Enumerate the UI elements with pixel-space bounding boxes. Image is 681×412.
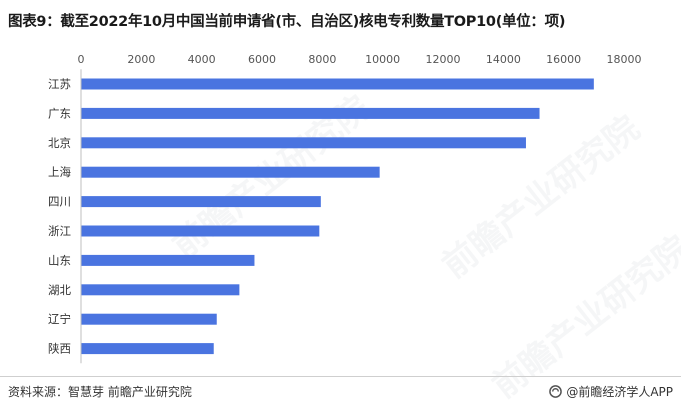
- bar-8: [81, 284, 240, 296]
- x-axis-ticks: 0 2000 4000 6000 8000 10000 12000 14000 16000 180…: [78, 53, 642, 66]
- x-tick-label: 14000: [486, 53, 521, 66]
- x-tick-label: 10000: [365, 53, 400, 66]
- brand-credit-text: @前瞻经济学人APP: [566, 385, 673, 399]
- bar-4: [81, 166, 380, 178]
- brand-credit: @前瞻经济学人APP: [549, 383, 673, 400]
- category-label: 陕西: [48, 342, 71, 356]
- bar-5: [81, 196, 321, 208]
- bar-3: [81, 137, 526, 149]
- x-tick-label: 8000: [308, 53, 336, 66]
- bar-9: [81, 313, 217, 325]
- bar-chart: 0 2000 4000 6000 8000 10000 12000 14000 16000 180…: [48, 53, 642, 364]
- category-label: 北京: [48, 136, 71, 150]
- x-tick-label: 4000: [188, 53, 216, 66]
- category-label: 湖北: [48, 283, 71, 297]
- bar-1: [81, 78, 594, 90]
- bar-7: [81, 254, 255, 266]
- x-tick-label: 16000: [546, 53, 581, 66]
- x-tick-label: 12000: [426, 53, 461, 66]
- bar-2: [81, 107, 540, 119]
- x-tick-label: 0: [78, 53, 85, 66]
- category-label: 山东: [48, 253, 71, 267]
- bar-6: [81, 225, 320, 237]
- category-label: 辽宁: [48, 312, 71, 326]
- category-label: 浙江: [48, 224, 71, 238]
- bar-10: [81, 343, 214, 355]
- x-tick-label: 18000: [607, 53, 642, 66]
- footer-divider: [0, 376, 681, 377]
- category-label: 上海: [48, 165, 71, 179]
- chart-title: 图表9：截至2022年10月中国当前申请省(市、自治区)核电专利数量TOP10(…: [8, 14, 566, 30]
- category-label: 四川: [48, 195, 71, 209]
- x-tick-label: 6000: [248, 53, 276, 66]
- brand-logo-icon: [549, 385, 563, 398]
- bars: [81, 78, 594, 355]
- x-tick-label: 2000: [127, 53, 155, 66]
- source-note: 资料来源：智慧芽 前瞻产业研究院: [8, 385, 192, 399]
- category-label: 广东: [48, 106, 71, 120]
- category-label: 江苏: [48, 77, 71, 91]
